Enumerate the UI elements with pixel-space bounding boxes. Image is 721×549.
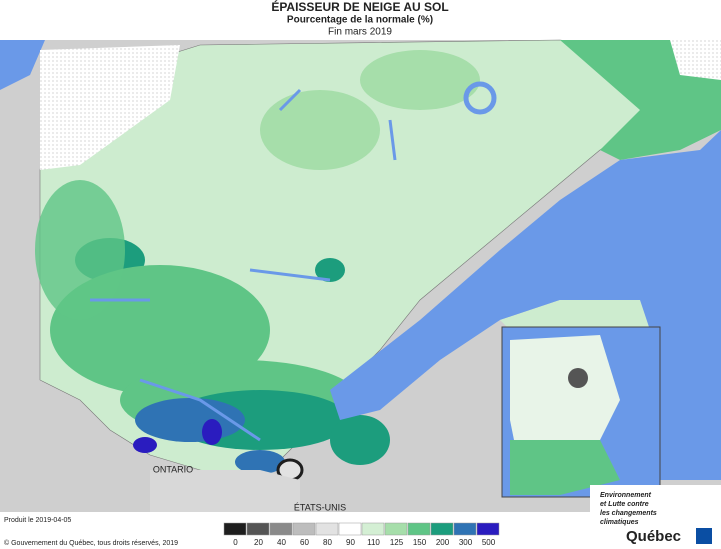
legend-label: 90 bbox=[346, 538, 355, 547]
legend-swatch bbox=[453, 522, 477, 536]
ontario-label: ONTARIO bbox=[153, 464, 193, 474]
usa-label: ÉTATS-UNIS bbox=[294, 502, 346, 512]
map bbox=[0, 39, 721, 512]
brand: Québec bbox=[626, 528, 681, 545]
ministry-line: climatiques bbox=[600, 519, 639, 526]
legend-swatch bbox=[246, 522, 270, 536]
legend-swatch bbox=[292, 522, 316, 536]
legend-swatch bbox=[430, 522, 454, 536]
legend-swatch bbox=[338, 522, 362, 536]
ministry-line: les changements bbox=[600, 510, 657, 517]
legend: 0 20 40 60 80 90 110 125 150 200 300 500 bbox=[223, 522, 500, 547]
legend-label: 500 bbox=[482, 538, 496, 547]
date: Fin mars 2019 bbox=[328, 27, 392, 38]
ministry-line: Environnement bbox=[600, 492, 652, 499]
produced-date: Produit le 2019-04-05 bbox=[4, 517, 71, 524]
logo: Environnement et Lutte contre les change… bbox=[590, 485, 721, 549]
legend-label: 110 bbox=[367, 538, 380, 547]
legend-swatch bbox=[407, 522, 431, 536]
subtitle: Pourcentage de la normale (%) bbox=[287, 15, 433, 26]
legend-label: 20 bbox=[254, 538, 263, 547]
legend-swatch bbox=[269, 522, 293, 536]
legend-label: 150 bbox=[413, 538, 427, 547]
copyright: © Gouvernement du Québec, tous droits ré… bbox=[4, 539, 178, 547]
legend-label: 80 bbox=[323, 538, 332, 547]
legend-swatch bbox=[384, 522, 408, 536]
legend-swatch bbox=[361, 522, 385, 536]
legend-label: 60 bbox=[300, 538, 309, 547]
legend-label: 300 bbox=[459, 538, 473, 547]
legend-label: 0 bbox=[233, 538, 238, 547]
title: ÉPAISSEUR DE NEIGE AU SOL bbox=[271, 0, 448, 14]
ministry-line: et Lutte contre bbox=[600, 501, 649, 508]
legend-swatch bbox=[315, 522, 339, 536]
legend-swatch bbox=[476, 522, 500, 536]
legend-label: 125 bbox=[390, 538, 404, 547]
legend-swatch bbox=[223, 522, 247, 536]
legend-label: 200 bbox=[436, 538, 450, 547]
legend-label: 40 bbox=[277, 538, 286, 547]
